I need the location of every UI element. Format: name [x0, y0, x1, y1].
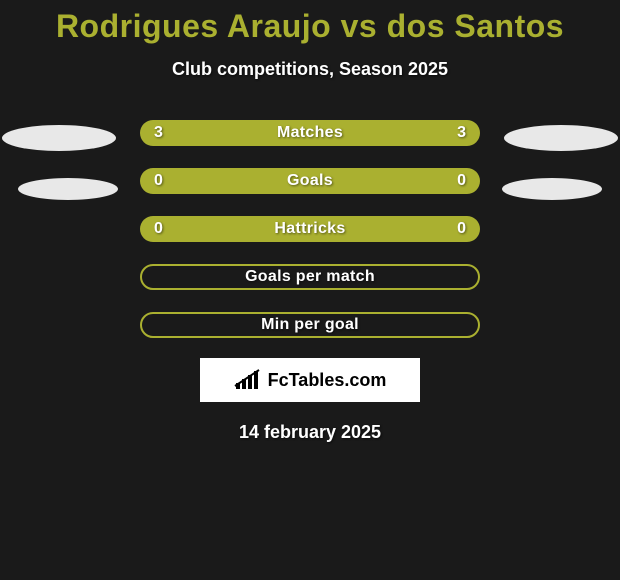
player-left-marker-2	[18, 178, 118, 200]
stat-row-goals-per-match: Goals per match	[140, 264, 480, 290]
stat-label: Goals per match	[245, 268, 375, 286]
stat-right-value: 3	[457, 124, 466, 142]
stat-row-matches: 3 Matches 3	[140, 120, 480, 146]
stat-label: Matches	[277, 124, 343, 142]
stat-left-value: 0	[154, 220, 163, 238]
brand-banner[interactable]: FcTables.com	[200, 358, 420, 402]
stat-row-min-per-goal: Min per goal	[140, 312, 480, 338]
page-title: Rodrigues Araujo vs dos Santos	[0, 0, 620, 45]
stat-label: Hattricks	[274, 220, 345, 238]
date-line: 14 february 2025	[0, 422, 620, 443]
subtitle: Club competitions, Season 2025	[0, 59, 620, 80]
stat-label: Min per goal	[261, 316, 359, 334]
stat-left-value: 3	[154, 124, 163, 142]
brand-text: FcTables.com	[268, 370, 387, 391]
stat-right-value: 0	[457, 220, 466, 238]
stat-label: Goals	[287, 172, 333, 190]
bar-chart-icon	[234, 369, 262, 391]
player-right-marker-2	[502, 178, 602, 200]
stat-row-hattricks: 0 Hattricks 0	[140, 216, 480, 242]
stat-left-value: 0	[154, 172, 163, 190]
player-left-marker-1	[2, 125, 116, 151]
stat-right-value: 0	[457, 172, 466, 190]
stats-container: 3 Matches 3 0 Goals 0 0 Hattricks 0 Goal…	[0, 120, 620, 338]
stat-row-goals: 0 Goals 0	[140, 168, 480, 194]
player-right-marker-1	[504, 125, 618, 151]
